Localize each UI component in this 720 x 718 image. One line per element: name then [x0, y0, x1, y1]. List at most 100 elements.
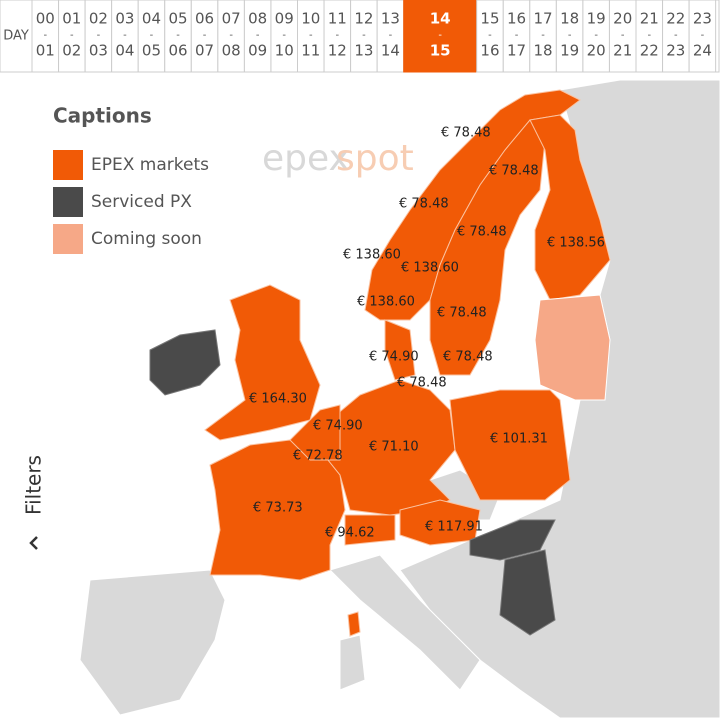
hour-to[interactable]: 19 — [560, 42, 579, 60]
hour-from[interactable]: 22 — [666, 10, 685, 28]
hour-cell-bg[interactable] — [217, 0, 245, 73]
hour-cell[interactable]: 15 -16 — [476, 0, 504, 73]
hour-cell-bg[interactable] — [403, 0, 478, 73]
hour-cell[interactable]: 20 -21 — [608, 0, 637, 73]
hour-cell-bg[interactable] — [350, 0, 378, 73]
hour-cell[interactable]: 14 -15 — [403, 0, 478, 73]
hour-to[interactable]: 02 — [62, 42, 81, 60]
hour-cell[interactable]: 11 -12 — [323, 0, 352, 73]
hour-from[interactable]: 00 — [36, 10, 55, 28]
hour-to[interactable]: 21 — [613, 42, 632, 60]
hour-separator[interactable]: - — [594, 30, 598, 41]
hour-from[interactable]: 01 — [62, 10, 81, 28]
hour-to[interactable]: 07 — [195, 42, 214, 60]
hour-cell-bg[interactable] — [635, 0, 664, 73]
hour-to[interactable]: 08 — [222, 42, 241, 60]
hour-separator[interactable]: - — [309, 30, 313, 41]
hour-to[interactable]: 09 — [248, 42, 267, 60]
hour-to[interactable]: 01 — [36, 42, 55, 60]
hour-cell[interactable]: 23 -24 — [688, 0, 717, 73]
hour-cell[interactable]: 22 -23 — [662, 0, 690, 73]
hour-to[interactable]: 06 — [168, 42, 187, 60]
hour-cell[interactable]: 00 -01 — [31, 0, 60, 73]
hour-to[interactable]: 20 — [587, 42, 606, 60]
hour-cell-bg[interactable] — [476, 0, 504, 73]
hour-separator[interactable]: - — [362, 30, 366, 41]
hour-separator[interactable]: - — [336, 30, 340, 41]
hour-to[interactable]: 05 — [142, 42, 161, 60]
hour-cell-bg[interactable] — [84, 0, 113, 73]
hour-separator[interactable]: - — [97, 30, 101, 41]
hour-from[interactable]: 13 — [381, 10, 400, 28]
hour-from[interactable]: 03 — [115, 10, 134, 28]
hour-cell-bg[interactable] — [243, 0, 272, 73]
hour-cell-bg[interactable] — [190, 0, 219, 73]
hour-from[interactable]: 11 — [328, 10, 347, 28]
filters-tab[interactable]: Filters — [5, 425, 65, 580]
hour-cell[interactable]: 13 -14 — [376, 0, 405, 73]
hour-from[interactable]: 21 — [640, 10, 659, 28]
hour-cell[interactable]: 08 -09 — [243, 0, 272, 73]
hour-from[interactable]: 05 — [168, 10, 187, 28]
hour-cell-bg[interactable] — [502, 0, 531, 73]
hour-cell[interactable]: 17 -18 — [529, 0, 557, 73]
hour-to[interactable]: 10 — [275, 42, 294, 60]
hour-cell-bg[interactable] — [58, 0, 86, 73]
hour-from[interactable]: 19 — [587, 10, 606, 28]
hour-separator[interactable]: - — [70, 30, 74, 41]
hour-cell[interactable]: 12 -13 — [350, 0, 378, 73]
hour-cell-bg[interactable] — [164, 0, 192, 73]
hour-separator[interactable]: - — [229, 30, 233, 41]
hour-cell-bg[interactable] — [137, 0, 166, 73]
hour-to[interactable]: 23 — [666, 42, 685, 60]
hour-cell-bg[interactable] — [555, 0, 584, 73]
hour-from[interactable]: 18 — [560, 10, 579, 28]
hour-cell[interactable]: 07 -08 — [217, 0, 245, 73]
hour-to[interactable]: 13 — [354, 42, 373, 60]
hour-from[interactable]: 17 — [534, 10, 553, 28]
hour-from[interactable]: 15 — [480, 10, 499, 28]
hour-separator[interactable]: - — [488, 30, 492, 41]
hour-separator[interactable]: - — [389, 30, 393, 41]
hour-cell[interactable]: 03 -04 — [111, 0, 139, 73]
hour-cell-bg[interactable] — [376, 0, 405, 73]
hour-separator[interactable]: - — [568, 30, 572, 41]
hour-to[interactable]: 16 — [480, 42, 499, 60]
filters-panel[interactable] — [5, 425, 65, 580]
chevron[interactable] — [29, 536, 38, 550]
hour-from[interactable]: 04 — [142, 10, 161, 28]
hour-to[interactable]: 11 — [301, 42, 320, 60]
hour-to[interactable]: 18 — [534, 42, 553, 60]
hour-separator[interactable]: - — [621, 30, 625, 41]
hour-separator[interactable]: - — [43, 30, 47, 41]
hour-from[interactable]: 07 — [222, 10, 241, 28]
hour-from[interactable]: 14 — [430, 10, 451, 28]
hour-separator[interactable]: - — [282, 30, 286, 41]
hour-cell-bg[interactable] — [31, 0, 60, 73]
hour-separator[interactable]: - — [674, 30, 678, 41]
hour-separator[interactable]: - — [150, 30, 154, 41]
hour-cell[interactable]: 09 -10 — [270, 0, 299, 73]
hour-cell[interactable]: 06 -07 — [190, 0, 219, 73]
hour-to[interactable]: 04 — [115, 42, 134, 60]
hour-cell[interactable]: 04 -05 — [137, 0, 166, 73]
hour-separator[interactable]: - — [438, 30, 442, 41]
hour-separator[interactable]: - — [701, 30, 705, 41]
hour-separator[interactable]: - — [647, 30, 651, 41]
hour-separator[interactable]: - — [541, 30, 545, 41]
hour-to[interactable]: 17 — [507, 42, 526, 60]
hour-cell[interactable]: 02 -03 — [84, 0, 113, 73]
hour-from[interactable]: 16 — [507, 10, 526, 28]
hour-from[interactable]: 10 — [301, 10, 320, 28]
hour-from[interactable]: 09 — [275, 10, 294, 28]
hour-cell-bg[interactable] — [111, 0, 139, 73]
hour-cell[interactable]: 19 -20 — [582, 0, 610, 73]
hour-from[interactable]: 08 — [248, 10, 267, 28]
hour-cell-bg[interactable] — [582, 0, 610, 73]
hour-separator[interactable]: - — [176, 30, 180, 41]
hour-cell[interactable]: 10 -11 — [297, 0, 325, 73]
hour-cell-bg[interactable] — [688, 0, 717, 73]
hour-cell-bg[interactable] — [529, 0, 557, 73]
hour-from[interactable]: 12 — [354, 10, 373, 28]
hour-to[interactable]: 12 — [328, 42, 347, 60]
